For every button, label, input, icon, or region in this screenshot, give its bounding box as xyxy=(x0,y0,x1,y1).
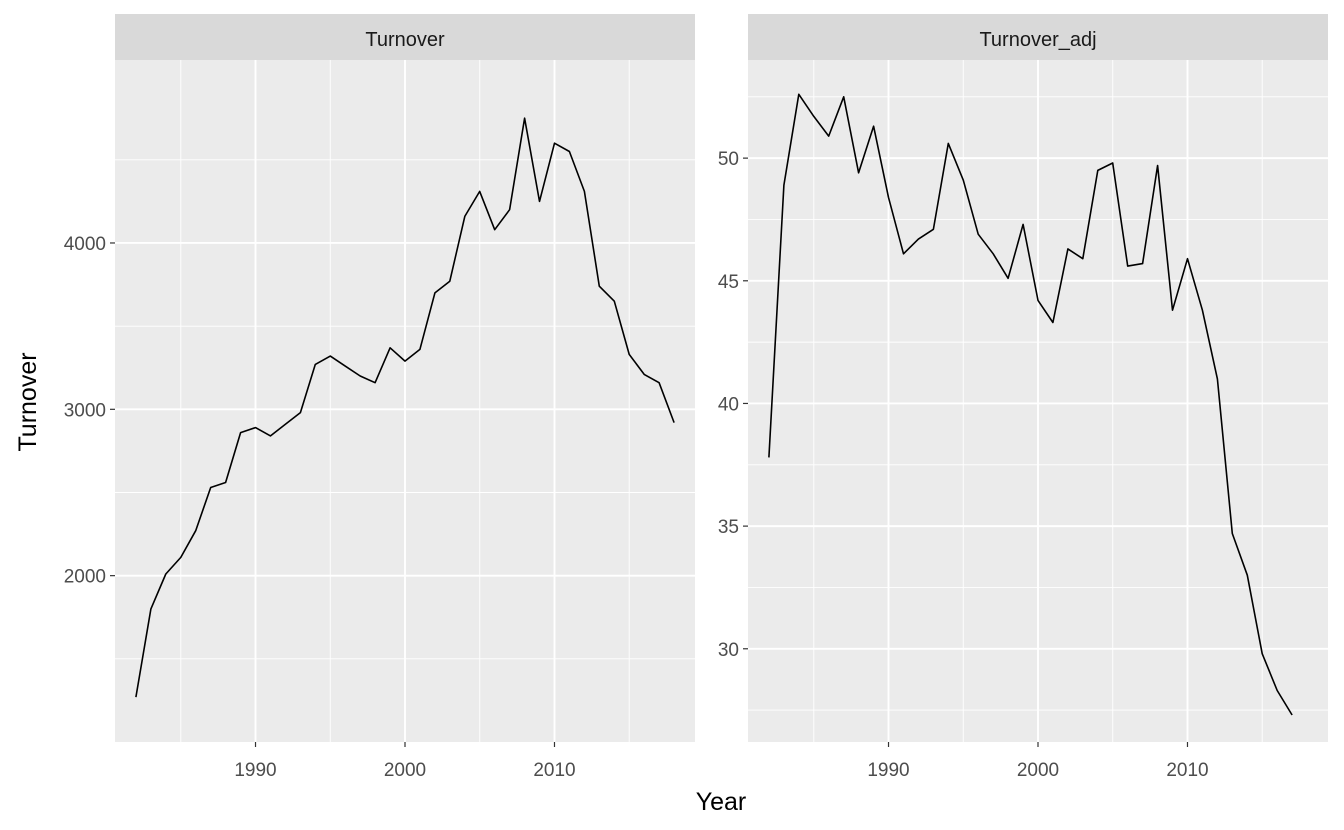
series-line-2-1 xyxy=(768,93,1293,716)
facet-panel-1: Turnover 1990 2000 2010 2000 3000 4000 xyxy=(64,14,695,781)
facet-panel-2: Turnover_adj 1990 2000 2010 30 35 40 45 50 xyxy=(718,14,1328,781)
y-tick-label: 35 xyxy=(718,517,739,538)
x-tick-label: 2010 xyxy=(533,760,575,781)
x-axis-title: Year xyxy=(696,788,747,816)
y-axis-title: Turnover xyxy=(14,352,42,451)
y-tick-label: 3000 xyxy=(64,400,106,421)
y-tick-label: 40 xyxy=(718,394,739,415)
facet-strip xyxy=(748,14,1328,60)
y-tick-label: 4000 xyxy=(64,234,106,255)
series-line-1-1 xyxy=(135,117,675,698)
x-tick-label: 2000 xyxy=(1017,760,1059,781)
y-tick-label: 2000 xyxy=(64,567,106,588)
facet-strip-label: Turnover xyxy=(365,29,445,51)
y-tick-label: 45 xyxy=(718,272,739,293)
y-tick-label: 30 xyxy=(718,640,739,661)
x-tick-label: 1990 xyxy=(234,760,276,781)
x-tick-label: 1990 xyxy=(867,760,909,781)
y-tick-label: 50 xyxy=(718,149,739,170)
x-tick-label: 2000 xyxy=(384,760,426,781)
x-tick-label: 2010 xyxy=(1166,760,1208,781)
facet-strip-label: Turnover_adj xyxy=(979,29,1096,51)
facet-strip xyxy=(115,14,695,60)
